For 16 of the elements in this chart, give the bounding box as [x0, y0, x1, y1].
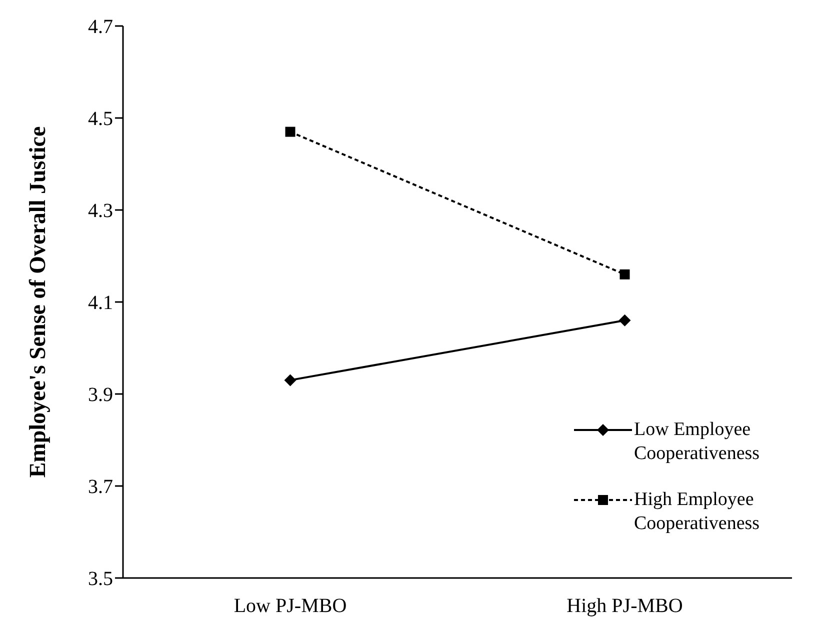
point	[284, 374, 296, 386]
y-tick-label: 3.7	[88, 476, 113, 498]
x-tick-label: Low PJ-MBO	[234, 595, 347, 618]
y-tick-label: 4.7	[88, 16, 113, 38]
point	[285, 126, 296, 137]
y-axis-title: Employee's Sense of Overall Justice	[25, 126, 50, 478]
y-tick-label: 4.5	[88, 108, 113, 130]
y-tick-label: 3.5	[88, 568, 113, 590]
point	[620, 269, 630, 280]
point	[618, 314, 631, 326]
y-tick-label: 3.9	[88, 384, 113, 406]
x-tick-label: High PJ-MBO	[566, 595, 683, 618]
y-tick-label: 4.1	[88, 292, 113, 314]
y-tick-label: 4.3	[88, 200, 113, 222]
legend-label: Low Employee Cooperativeness	[634, 418, 761, 466]
legend-label: High Employee Cooperativeness	[634, 488, 761, 536]
